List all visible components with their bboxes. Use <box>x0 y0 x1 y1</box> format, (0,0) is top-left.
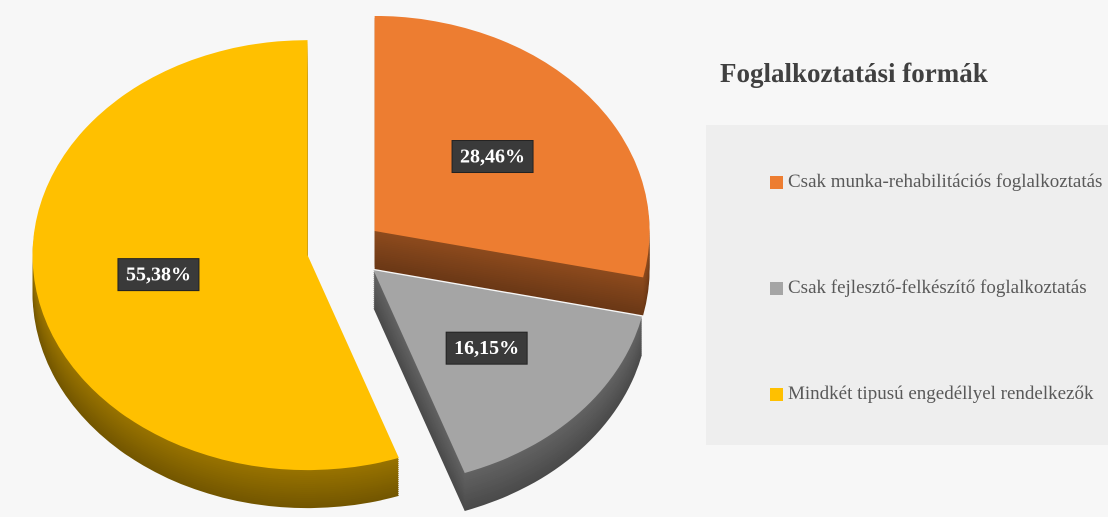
legend-swatch <box>770 176 783 189</box>
data-label: 28,46% <box>460 146 525 168</box>
data-label-box <box>451 140 534 174</box>
data-label: 16,15% <box>454 337 519 359</box>
legend-swatch <box>770 282 783 295</box>
data-label-box <box>117 258 200 292</box>
legend-item: Csak munka-rehabilitációs foglalkoztatás <box>770 170 1108 194</box>
data-label: 55,38% <box>126 264 191 286</box>
legend-swatch <box>770 388 783 401</box>
legend-label: Csak munka-rehabilitációs foglalkoztatás <box>788 171 1103 192</box>
legend-item: Mindkét tipusú engedéllyel rendelkezők <box>770 382 1108 406</box>
legend-item: Csak fejlesztő-felkészítő foglalkoztatás <box>770 276 1108 300</box>
legend: Csak munka-rehabilitációs foglalkoztatás… <box>706 125 1108 445</box>
chart-title: Foglalkoztatási formák <box>720 58 988 88</box>
data-label-box <box>445 331 528 365</box>
pie-area: 28,46% 16,15% 55,38% <box>32 15 650 511</box>
legend-label: Mindkét tipusú engedéllyel rendelkezők <box>788 383 1094 404</box>
legend-label: Csak fejlesztő-felkészítő foglalkoztatás <box>788 277 1087 298</box>
slice <box>373 270 642 473</box>
slice <box>32 40 399 471</box>
